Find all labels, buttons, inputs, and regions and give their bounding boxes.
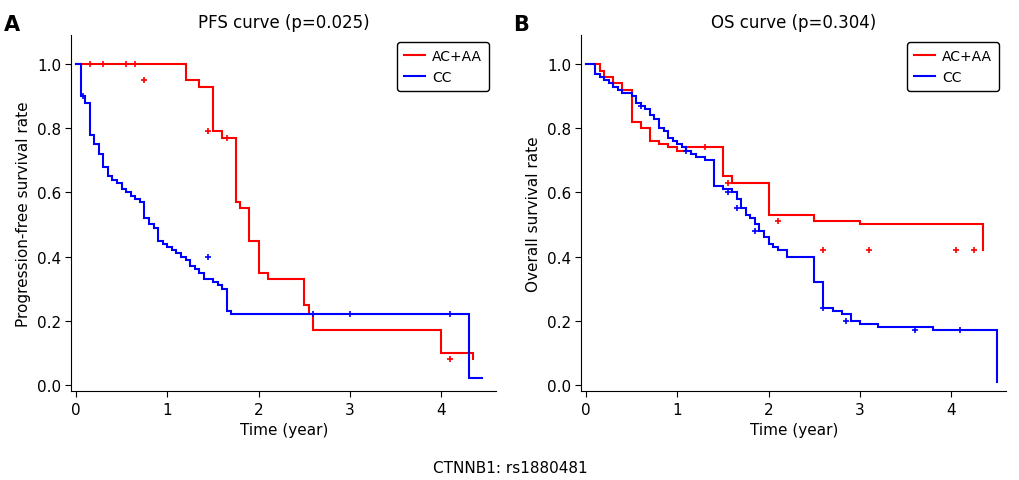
Title: PFS curve (p=0.025): PFS curve (p=0.025) <box>198 14 369 32</box>
Text: CTNNB1: rs1880481: CTNNB1: rs1880481 <box>432 460 587 475</box>
Y-axis label: Progression-free survival rate: Progression-free survival rate <box>16 101 32 326</box>
Legend: AC+AA, CC: AC+AA, CC <box>397 43 489 92</box>
Legend: AC+AA, CC: AC+AA, CC <box>907 43 999 92</box>
Text: A: A <box>3 15 19 35</box>
Y-axis label: Overall survival rate: Overall survival rate <box>526 136 541 291</box>
X-axis label: Time (year): Time (year) <box>749 422 838 437</box>
X-axis label: Time (year): Time (year) <box>239 422 328 437</box>
Text: B: B <box>513 15 529 35</box>
Title: OS curve (p=0.304): OS curve (p=0.304) <box>710 14 875 32</box>
